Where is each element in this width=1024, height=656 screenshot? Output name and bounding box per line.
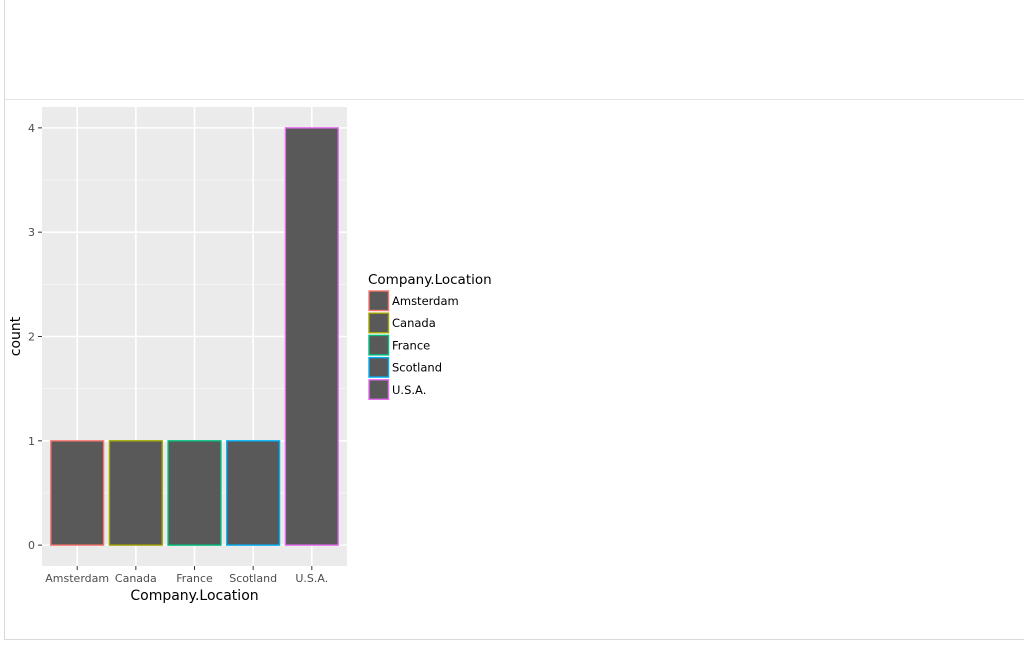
- bar-france: [167, 440, 222, 546]
- legend-key-scotland: [368, 356, 390, 378]
- legend-key-usa: [368, 379, 390, 400]
- legend-label: Canada: [392, 316, 436, 330]
- legend-title: Company.Location: [368, 272, 492, 288]
- legend-key-amsterdam: [368, 290, 390, 312]
- x-tick-label: U.S.A.: [295, 572, 328, 585]
- legend-label: Scotland: [392, 361, 442, 375]
- y-axis: 0 1 2 3 4: [28, 122, 42, 552]
- x-axis-title: Company.Location: [130, 588, 258, 604]
- y-tick-label: 4: [28, 122, 35, 135]
- x-tick-label: Amsterdam: [45, 572, 109, 585]
- x-axis: Amsterdam Canada France Scotland U.S.A.: [45, 566, 328, 585]
- bar-scotland: [226, 440, 281, 546]
- legend-key-france: [368, 334, 390, 356]
- y-axis-title: count: [8, 316, 24, 356]
- x-tick-label: Canada: [115, 572, 157, 585]
- legend-label: Amsterdam: [392, 294, 459, 308]
- legend-label: France: [392, 338, 430, 352]
- notebook-output-header: [4, 0, 1024, 100]
- x-tick-label: Scotland: [229, 572, 277, 585]
- bar-usa: [284, 127, 339, 546]
- y-tick-label: 2: [28, 331, 35, 344]
- bars: [50, 127, 339, 546]
- legend: Company.Location Amsterdam Canada France Sc…: [368, 272, 492, 400]
- bar-amsterdam: [50, 440, 105, 546]
- y-tick-label: 1: [28, 435, 35, 448]
- y-tick-label: 3: [28, 226, 35, 239]
- y-tick-label: 0: [28, 539, 35, 552]
- x-tick-label: France: [176, 572, 213, 585]
- bar-canada: [108, 440, 163, 546]
- output-frame: [4, 0, 1024, 640]
- legend-key-canada: [368, 312, 390, 334]
- legend-label: U.S.A.: [392, 383, 426, 397]
